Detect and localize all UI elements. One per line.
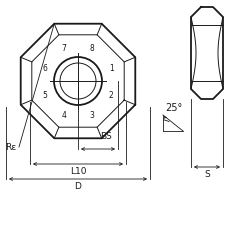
Text: 2: 2 [109, 91, 114, 100]
Text: 3: 3 [89, 110, 94, 119]
Text: Rε: Rε [5, 143, 16, 152]
Text: 7: 7 [62, 44, 67, 53]
Text: 4: 4 [62, 110, 67, 119]
Text: 5: 5 [42, 91, 47, 100]
Text: L10: L10 [70, 166, 86, 175]
Text: 8: 8 [90, 44, 94, 53]
Text: 1: 1 [109, 63, 114, 72]
Text: D: D [75, 181, 81, 190]
Text: S: S [204, 169, 210, 178]
Text: 25°: 25° [165, 103, 182, 113]
Text: 6: 6 [42, 63, 47, 72]
Text: BS: BS [100, 131, 112, 140]
